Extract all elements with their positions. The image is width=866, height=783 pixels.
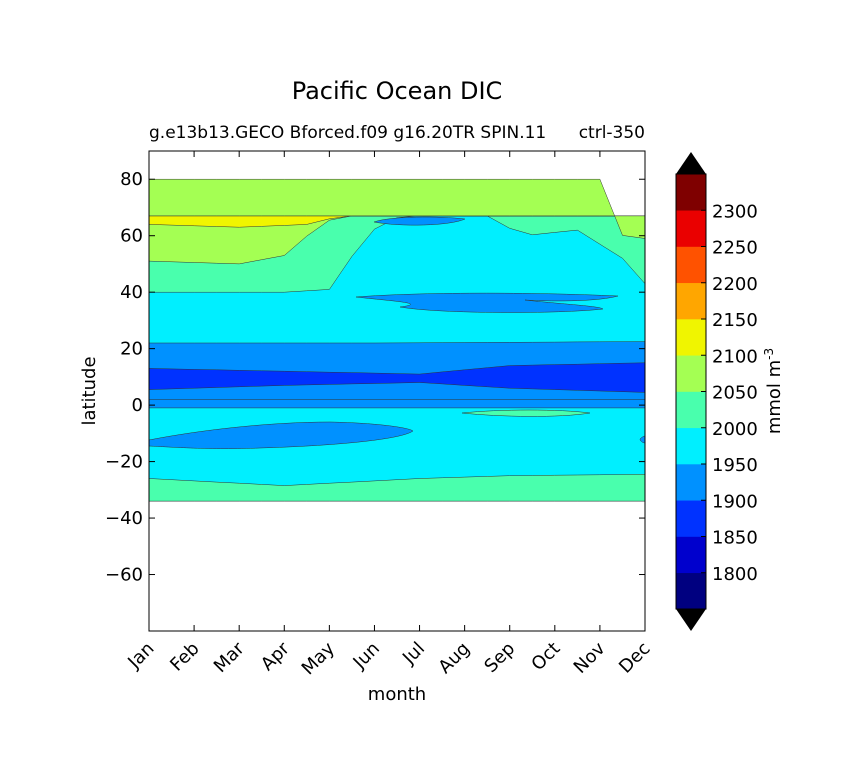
y-axis: 80 60 40 20 0 −20 −40 −60 — [105, 169, 645, 586]
y-tick-label: 20 — [120, 339, 143, 360]
colorbar-segment — [676, 174, 706, 211]
colorbar-segment — [676, 500, 706, 537]
x-tick-label: Aug — [434, 638, 474, 678]
y-tick-label: 40 — [120, 282, 143, 303]
y-tick-label: 0 — [132, 395, 143, 416]
colorbar-segment — [676, 210, 706, 247]
chart-subtitle-right: ctrl-350 — [579, 123, 645, 143]
colorbar-segment — [676, 391, 706, 429]
contour-tropics-1850-1900 — [149, 362, 645, 393]
x-tick-label: Mar — [210, 638, 249, 677]
y-tick-label: −40 — [105, 508, 143, 529]
chart-title: Pacific Ocean DIC — [292, 77, 503, 105]
x-tick-label: Dec — [615, 638, 654, 677]
colorbar-tick-label: 1800 — [712, 564, 758, 585]
y-tick-label: 60 — [120, 226, 143, 247]
colorbar-tick-label: 2000 — [712, 419, 758, 440]
colorbar-segment — [676, 282, 706, 320]
chart-subtitle-left: g.e13b13.GECO Bforced.f09 g16.20TR SPIN.… — [149, 123, 546, 143]
colorbar-tick-label: 2200 — [712, 274, 758, 295]
contour-south-1900-1950 — [149, 421, 414, 449]
colorbar-segment — [676, 246, 706, 284]
contour-dec-south-1900-1950 — [639, 435, 645, 444]
x-tick-label: Sep — [480, 638, 519, 677]
contour-south-2000-2050 — [149, 474, 645, 502]
colorbar-tick-label: 2050 — [712, 383, 758, 404]
colorbar-tick-label: 2150 — [712, 310, 758, 331]
colorbar-segment — [676, 572, 706, 610]
y-tick-label: −60 — [105, 565, 143, 586]
colorbar-tick-label: 1850 — [712, 528, 758, 549]
contour-equator-1900-1950 — [149, 399, 645, 409]
colorbar-extend-max — [676, 152, 706, 174]
plot-area — [148, 150, 646, 632]
y-tick-label: 80 — [120, 169, 143, 190]
colorbar-tick-label: 2250 — [712, 238, 758, 259]
colorbar-tick-label: 1950 — [712, 455, 758, 476]
colorbar-label-exponent: -3 — [762, 348, 776, 360]
colorbar: 1800 1850 1900 1950 2000 2050 2100 2150 2200 2250… — [675, 152, 785, 631]
plot-frame — [148, 150, 646, 632]
x-tick-label: Feb — [166, 638, 203, 675]
colorbar-label: mmol m-3 — [762, 348, 785, 434]
contour-jul-1900-1950 — [373, 216, 466, 226]
x-tick-label: Apr — [257, 638, 294, 675]
colorbar-segment — [676, 536, 706, 574]
colorbar-extend-min — [676, 609, 706, 631]
colorbar-segment — [676, 355, 706, 392]
x-axis-label: month — [368, 684, 426, 705]
x-tick-label: Jan — [123, 638, 158, 673]
colorbar-tick-label: 2100 — [712, 346, 758, 367]
contour-north-1900-1950 — [355, 292, 619, 313]
x-tick-label: Nov — [570, 638, 610, 678]
colorbar-tick-label: 1900 — [712, 491, 758, 512]
y-tick-label: −20 — [105, 452, 143, 473]
y-axis-label: latitude — [79, 356, 100, 425]
colorbar-segment — [676, 427, 706, 465]
colorbar-tick-label: 2300 — [712, 201, 758, 222]
x-tick-label: Jul — [398, 638, 429, 669]
x-tick-label: Oct — [527, 638, 564, 675]
x-tick-label: Jun — [349, 638, 384, 673]
contour-sep-2000-2050 — [461, 409, 591, 417]
colorbar-segment — [676, 319, 706, 356]
colorbar-segment — [676, 464, 706, 501]
contour-dec-2050-2100 — [149, 178, 645, 239]
x-tick-label: May — [298, 638, 339, 679]
